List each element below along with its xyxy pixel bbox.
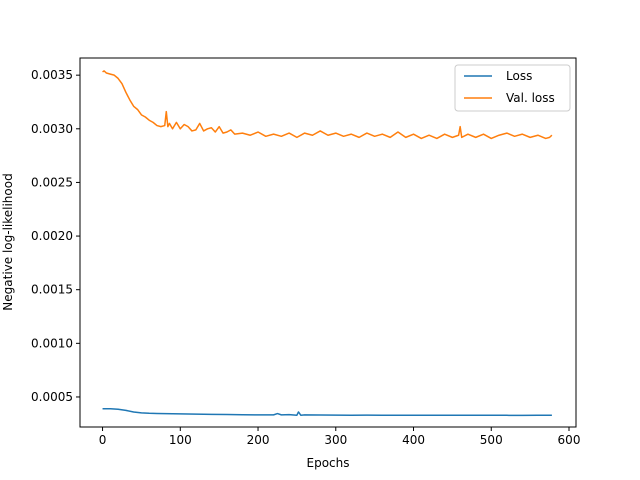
series-line-loss [102, 408, 552, 417]
x-tick-label: 400 [402, 433, 425, 447]
y-axis: 0.0005 0.0010 0.0015 0.0020 0.0025 0.0030 0.00… [31, 68, 80, 404]
y-tick-label: 0.0015 [31, 283, 73, 297]
y-tick-label: 0.0030 [31, 122, 73, 136]
plot-area-frame [79, 57, 577, 428]
y-tick-label: 0.0035 [31, 68, 73, 82]
legend-label-loss: Loss [506, 69, 532, 83]
x-tick-label: 200 [247, 433, 270, 447]
y-tick-label: 0.0025 [31, 175, 73, 189]
series-line-val-loss [102, 70, 553, 140]
legend-label-val-loss: Val. loss [506, 91, 555, 105]
y-tick-label: 0.0005 [31, 390, 73, 404]
y-axis-label: Negative log-likelihood [1, 173, 15, 310]
x-tick-label: 600 [558, 433, 581, 447]
x-tick-label: 100 [169, 433, 192, 447]
x-axis: 0 100 200 300 400 500 600 [99, 427, 581, 447]
y-tick-label: 0.0010 [31, 336, 73, 350]
legend: Loss Val. loss [454, 64, 571, 112]
series-layer [102, 70, 553, 417]
x-tick-label: 300 [324, 433, 347, 447]
x-tick-label: 0 [99, 433, 107, 447]
y-tick-label: 0.0020 [31, 229, 73, 243]
x-tick-label: 500 [480, 433, 503, 447]
x-axis-label: Epochs [307, 456, 350, 470]
